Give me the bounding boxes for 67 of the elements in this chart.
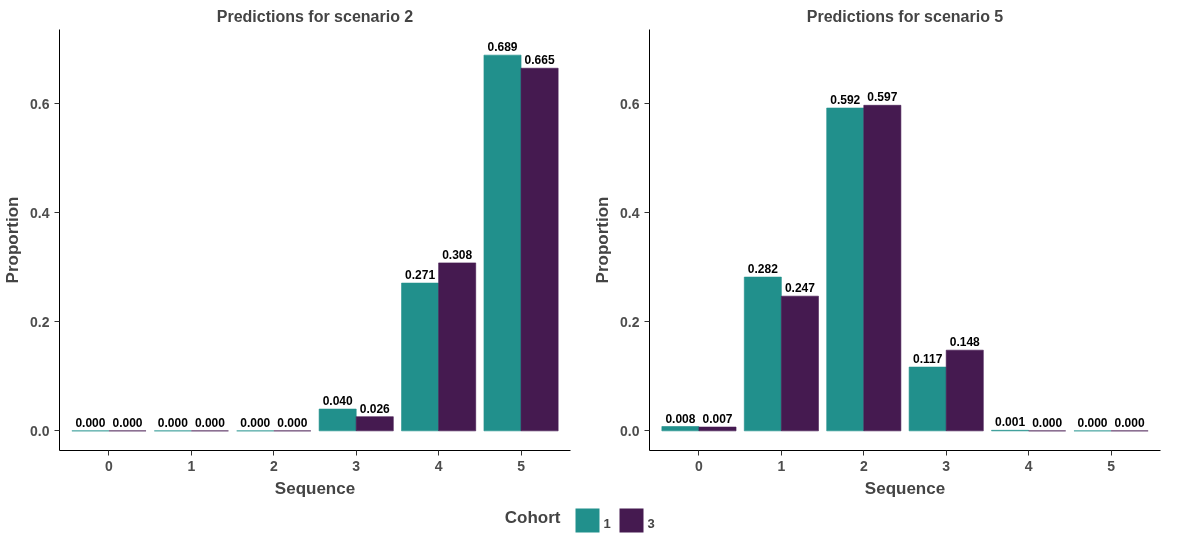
x-tick-label: 5 (517, 457, 526, 474)
legend-title: Cohort (504, 507, 561, 527)
y-axis-title: Proportion (3, 196, 23, 284)
bar (781, 295, 819, 432)
bar (318, 408, 357, 432)
bar (661, 426, 700, 432)
x-tick-label: 4 (434, 457, 443, 474)
data-label: 0.007 (702, 412, 733, 427)
chart-title: Predictions for scenario 2 (216, 7, 414, 25)
bar (908, 366, 947, 432)
y-tick-label: 0.6 (620, 95, 640, 112)
data-label: 0.592 (830, 93, 861, 108)
data-label: 0.000 (277, 415, 308, 430)
data-label: 0.008 (665, 411, 696, 426)
data-label: 0.117 (912, 352, 943, 367)
x-tick-label: 3 (352, 457, 361, 474)
data-label: 0.308 (442, 247, 473, 262)
data-label: 0.000 (1032, 415, 1063, 430)
bar (483, 54, 522, 432)
y-tick-label: 0.6 (30, 95, 50, 112)
data-label: 0.665 (524, 53, 555, 68)
data-label: 0.000 (157, 415, 189, 430)
x-tick-label: 0 (105, 457, 114, 474)
data-label: 0.597 (867, 90, 898, 105)
data-label: 0.001 (995, 415, 1026, 430)
bar (698, 426, 737, 432)
y-tick-label: 0.0 (30, 422, 50, 439)
data-label: 0.689 (487, 40, 518, 55)
y-tick-label: 0.2 (620, 313, 640, 330)
data-label: 0.247 (784, 281, 816, 296)
y-tick-label: 0.4 (620, 204, 640, 221)
y-tick-label: 0.2 (30, 313, 50, 330)
data-label: 0.148 (949, 335, 981, 350)
bar (863, 105, 902, 432)
data-label: 0.000 (240, 415, 271, 430)
y-axis-title: Proportion (593, 196, 613, 284)
data-label: 0.000 (75, 415, 106, 430)
x-axis-title: Sequence (274, 478, 356, 498)
data-label: 0.271 (405, 268, 436, 283)
x-axis-title: Sequence (864, 478, 946, 498)
data-label: 0.000 (194, 415, 226, 430)
bar (520, 67, 559, 432)
chart-title: Predictions for scenario 5 (806, 7, 1004, 25)
data-label: 0.000 (1077, 415, 1108, 430)
bar (438, 262, 477, 432)
bar (355, 416, 394, 432)
bar (945, 349, 984, 432)
x-tick-label: 4 (1024, 457, 1033, 474)
legend-label: 1 (603, 515, 611, 531)
x-tick-label: 1 (187, 457, 196, 474)
bar (401, 282, 439, 432)
y-tick-label: 0.4 (30, 204, 50, 221)
data-label: 0.000 (112, 415, 143, 430)
x-tick-label: 3 (942, 457, 951, 474)
bar (826, 107, 865, 432)
x-tick-label: 2 (269, 457, 278, 474)
data-label: 0.040 (322, 394, 354, 409)
data-label: 0.000 (1114, 415, 1145, 430)
bar (743, 276, 782, 432)
y-tick-label: 0.0 (620, 422, 640, 439)
x-tick-label: 1 (777, 457, 786, 474)
legend-label: 3 (647, 515, 655, 531)
data-label: 0.282 (747, 262, 779, 277)
data-label: 0.026 (359, 401, 391, 416)
x-tick-label: 0 (695, 457, 704, 474)
x-tick-label: 5 (1107, 457, 1116, 474)
x-tick-label: 2 (859, 457, 868, 474)
